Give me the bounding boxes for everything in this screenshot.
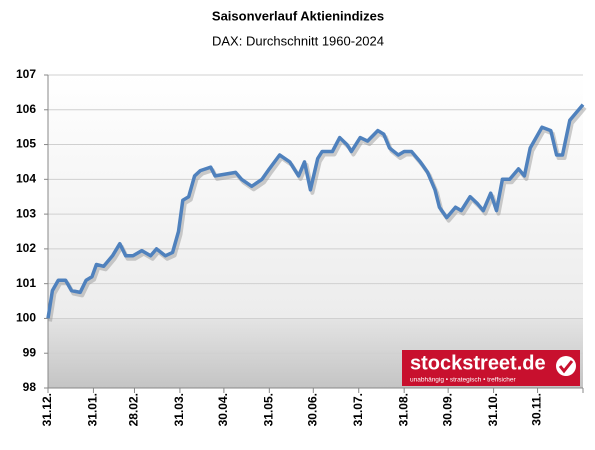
- watermark: stockstreet.de unabhängig • strategisch …: [402, 350, 580, 386]
- x-tick-label: 31.05.: [262, 393, 276, 426]
- watermark-tagline: unabhängig • strategisch • treffsicher: [410, 377, 516, 384]
- chart-title: Saisonverlauf Aktienindizes: [212, 8, 384, 23]
- y-tick-label: 107: [16, 67, 36, 81]
- watermark-check: [558, 360, 574, 374]
- x-tick-label: 31.10.: [486, 393, 500, 426]
- line-shadow: [48, 106, 587, 322]
- x-tick-label: 31.12.: [40, 393, 54, 426]
- x-tick-label: 30.09.: [440, 393, 454, 426]
- y-tick-label: 104: [16, 172, 36, 186]
- x-tick-label: 31.01.: [86, 393, 100, 426]
- x-tick-label: 31.07.: [351, 393, 365, 426]
- watermark-text: stockstreet.de: [410, 352, 546, 374]
- y-tick-label: 105: [16, 137, 36, 151]
- watermark-box: [402, 350, 580, 386]
- x-tick-label: 28.02.: [127, 393, 141, 426]
- x-tick-label: 30.06.: [305, 393, 319, 426]
- line: [46, 103, 585, 319]
- y-tick-label: 98: [23, 380, 37, 394]
- x-tick-label: 31.08.: [396, 393, 410, 426]
- watermark-icon: [556, 356, 576, 376]
- y-tick-label: 103: [16, 206, 36, 220]
- y-tick-label: 100: [16, 311, 36, 325]
- x-tick-label: 30.04.: [216, 393, 230, 426]
- y-tick-label: 101: [16, 276, 36, 290]
- x-tick-label: 31.03.: [172, 393, 186, 426]
- y-tick-label: 102: [16, 241, 36, 255]
- y-tick-label: 99: [23, 345, 37, 359]
- chart-subtitle: DAX: Durchschnitt 1960-2024: [212, 33, 384, 48]
- y-tick-label: 106: [16, 102, 36, 116]
- x-tick-label: 30.11.: [530, 393, 544, 426]
